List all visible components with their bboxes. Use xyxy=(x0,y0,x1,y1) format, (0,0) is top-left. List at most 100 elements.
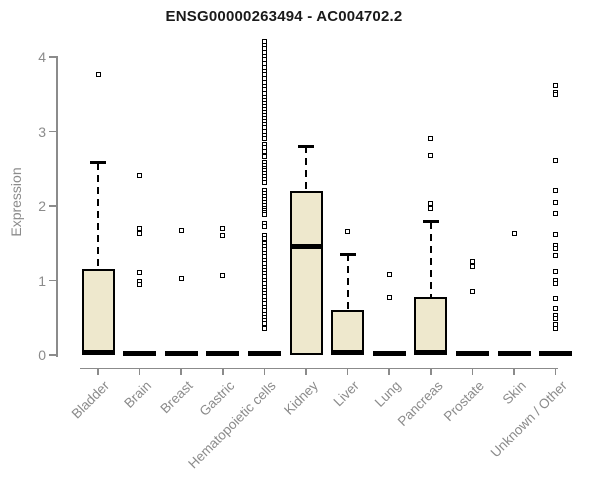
outlier-point xyxy=(553,305,559,311)
y-axis-tick xyxy=(48,354,57,356)
whisker-line xyxy=(97,162,99,270)
y-axis-tick-label: 4 xyxy=(38,49,46,65)
outlier-point xyxy=(553,199,559,205)
outlier-point xyxy=(261,224,267,230)
y-axis-tick-label: 1 xyxy=(38,272,46,289)
x-axis-tick xyxy=(305,368,307,375)
outlier-point xyxy=(428,205,434,211)
outlier-point xyxy=(261,180,267,186)
x-axis-tick xyxy=(346,368,349,375)
x-axis-tick xyxy=(138,368,141,375)
median-line xyxy=(497,351,531,356)
outlier-point xyxy=(553,158,559,164)
x-axis-line xyxy=(80,367,558,369)
outlier-point xyxy=(386,272,392,278)
x-axis-tick xyxy=(388,368,390,375)
whisker-line xyxy=(305,146,307,192)
outlier-point xyxy=(469,263,475,269)
y-axis-tick-label: 0 xyxy=(38,347,46,363)
x-axis-category-label: Bladder xyxy=(69,378,113,422)
outlier-point xyxy=(220,225,226,231)
outlier-point xyxy=(553,231,559,237)
x-axis-category-label: Brain xyxy=(121,378,155,411)
outlier-point xyxy=(553,269,559,275)
outlier-point xyxy=(220,272,226,278)
outlier-point xyxy=(220,233,226,239)
whisker-cap xyxy=(298,144,314,148)
y-axis-tick-label: 2 xyxy=(38,198,46,214)
outlier-point xyxy=(137,231,143,237)
y-axis-tick xyxy=(48,279,57,282)
outlier-point xyxy=(261,325,267,331)
outlier-point xyxy=(95,71,101,77)
median-line xyxy=(164,351,198,356)
x-axis-category-label: Unknown / Other xyxy=(487,378,571,461)
x-axis-category-label: Skin xyxy=(499,378,529,408)
x-axis-tick xyxy=(97,368,99,375)
outlier-point xyxy=(261,136,267,142)
x-axis-category-label: Liver xyxy=(330,378,363,410)
outlier-point xyxy=(137,269,143,275)
outlier-point xyxy=(386,295,392,301)
median-line xyxy=(331,350,365,356)
y-axis-tick xyxy=(48,130,57,133)
median-line xyxy=(81,350,115,356)
x-axis-category-label: Lung xyxy=(371,378,404,410)
x-axis-tick xyxy=(430,368,432,375)
outlier-point xyxy=(469,289,475,295)
outlier-point xyxy=(345,228,351,234)
box-rect xyxy=(81,269,115,355)
x-axis-category-label: Gastric xyxy=(196,378,238,419)
outlier-point xyxy=(261,212,267,218)
box-rect xyxy=(289,191,323,355)
y-axis-line xyxy=(56,56,58,357)
outlier-point xyxy=(511,231,517,237)
median-line xyxy=(247,351,281,356)
x-axis-tick xyxy=(263,368,266,375)
whisker-line xyxy=(346,254,349,310)
x-axis-category-label: Kidney xyxy=(280,378,321,418)
outlier-point xyxy=(137,225,143,231)
y-axis-tick xyxy=(48,56,57,58)
whisker-line xyxy=(429,221,432,297)
median-line xyxy=(539,351,573,356)
outlier-point xyxy=(553,280,559,286)
median-line xyxy=(289,243,323,249)
outlier-point xyxy=(553,315,559,321)
outlier-point xyxy=(428,200,434,206)
x-axis-category-label: Breast xyxy=(157,378,196,417)
x-axis-tick xyxy=(554,368,557,375)
median-line xyxy=(455,351,489,356)
outlier-point xyxy=(137,172,143,178)
whisker-cap xyxy=(339,252,356,256)
outlier-point xyxy=(178,275,184,281)
outlier-point xyxy=(553,82,559,88)
outlier-point xyxy=(553,245,559,251)
outlier-point xyxy=(261,149,267,155)
outlier-point xyxy=(553,295,559,301)
x-axis-category-label: Prostate xyxy=(440,378,488,425)
median-line xyxy=(372,351,406,356)
outlier-point xyxy=(137,281,143,287)
box-rect xyxy=(331,309,365,355)
median-line xyxy=(414,350,448,356)
outlier-point xyxy=(428,135,434,141)
outlier-point xyxy=(553,187,559,193)
whisker-cap xyxy=(90,161,106,165)
outlier-point xyxy=(553,253,559,259)
x-axis-tick xyxy=(471,368,474,375)
x-axis-tick xyxy=(180,368,182,375)
x-axis-tick xyxy=(513,368,515,375)
y-axis-tick xyxy=(48,205,57,207)
median-line xyxy=(123,351,157,356)
outlier-point xyxy=(261,154,267,160)
outlier-point xyxy=(553,91,559,97)
median-line xyxy=(206,351,240,356)
x-axis-category-label: Pancreas xyxy=(394,378,446,429)
outlier-point xyxy=(428,152,434,158)
chart-title: ENSG00000263494 - AC004702.2 xyxy=(165,8,403,25)
y-axis-tick-label: 3 xyxy=(38,123,46,140)
outlier-point xyxy=(553,325,559,331)
outlier-point xyxy=(178,228,184,234)
